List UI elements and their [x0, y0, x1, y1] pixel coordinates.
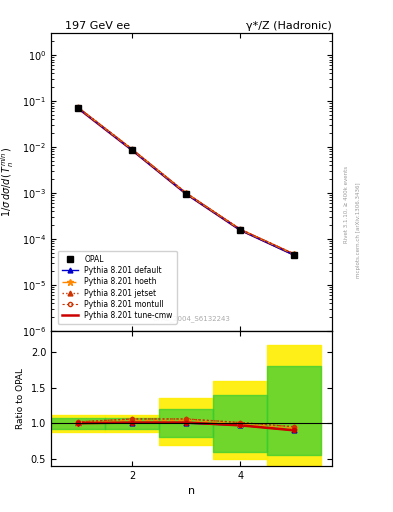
X-axis label: n: n [188, 486, 195, 496]
Text: mcplots.cern.ch [arXiv:1306.3436]: mcplots.cern.ch [arXiv:1306.3436] [356, 183, 361, 278]
Text: OPAL_2004_S6132243: OPAL_2004_S6132243 [152, 315, 231, 322]
Text: Rivet 3.1.10, ≥ 400k events: Rivet 3.1.10, ≥ 400k events [344, 166, 349, 243]
Y-axis label: Ratio to OPAL: Ratio to OPAL [16, 368, 25, 429]
Y-axis label: $1/\sigma\, d\sigma/d(\, T^{min}_{n}\, )$: $1/\sigma\, d\sigma/d(\, T^{min}_{n}\, )… [0, 146, 17, 218]
Text: γ*/Z (Hadronic): γ*/Z (Hadronic) [246, 21, 332, 31]
Legend: OPAL, Pythia 8.201 default, Pythia 8.201 hoeth, Pythia 8.201 jetset, Pythia 8.20: OPAL, Pythia 8.201 default, Pythia 8.201… [58, 251, 176, 324]
Text: 197 GeV ee: 197 GeV ee [65, 21, 130, 31]
